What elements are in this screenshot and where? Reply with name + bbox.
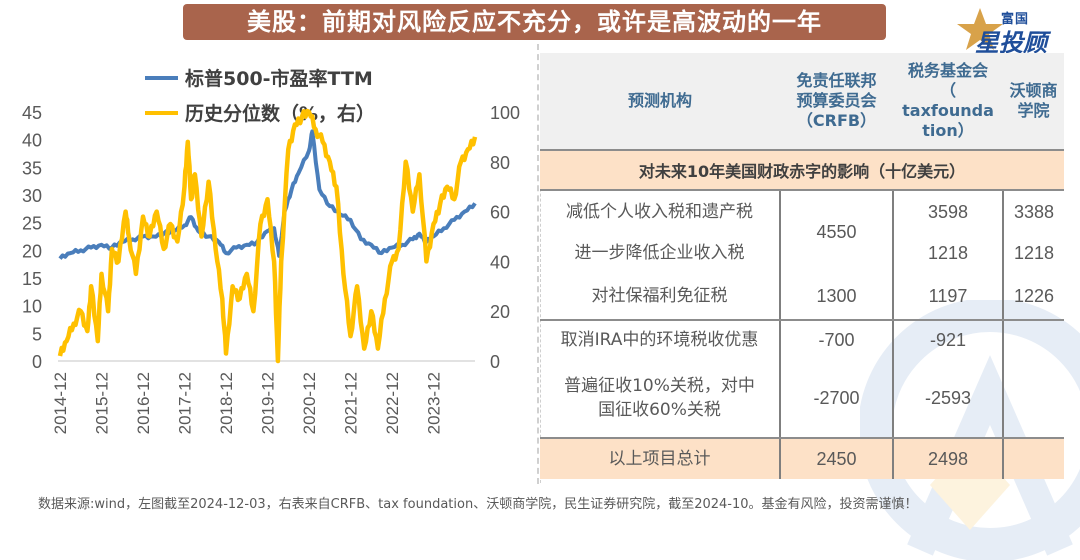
cell-wharton: 1226 [1002, 273, 1064, 321]
panel-divider [537, 44, 539, 484]
x-axis: 2014-12 2015-12 2016-12 2017-12 2018-12 2019-… [51, 372, 444, 434]
row-item: 进一步降低企业收入税 [574, 243, 745, 263]
right-tick-label: 80 [490, 153, 510, 173]
table-row: 普遍征收10%关税，对中 国征收60%关税 -2700 -2593 [540, 359, 1064, 439]
pe-ttm-line [58, 129, 477, 260]
x-tick-label: 2016-12 [134, 372, 153, 434]
cell-crfb: 4550 [779, 190, 893, 273]
right-tick-label: 100 [490, 103, 520, 123]
x-tick-label: 2019-12 [259, 372, 278, 434]
brand-logo: 富国 星投顾 [955, 6, 1065, 57]
x-tick-label: 2021-12 [342, 372, 361, 434]
left-tick-label: 10 [22, 297, 42, 317]
series-lines [57, 108, 478, 364]
page-title: 美股：前期对风险反应不充分，或许是高波动的一年 [183, 4, 886, 40]
left-tick-label: 30 [22, 186, 42, 206]
source-footnote: 数据来源:wind，左图截至2024-12-03，右表来自CRFB、tax fo… [38, 497, 918, 512]
table-header-row: 预测机构 免责任联邦 预算委员会 （CRFB） 税务基金会（taxfounda tio… [540, 53, 1064, 151]
cell-crfb: -700 [779, 320, 893, 359]
cell-taxfoundation: 1197 [892, 273, 1003, 321]
section-band-row: 对未来10年美国财政赤字的影响（十亿美元） [540, 150, 1064, 191]
total-crfb: 2450 [779, 438, 893, 479]
row-item: 普遍征收10%关税，对中 国征收60%关税 [540, 359, 780, 439]
total-wharton [1002, 438, 1064, 479]
right-tick-label: 20 [490, 302, 510, 322]
header-agency: 预测机构 [540, 53, 780, 151]
left-tick-label: 45 [22, 103, 42, 123]
table-row: 进一步降低企业收入税 1218 1218 [540, 233, 1064, 273]
percentile-line [57, 108, 478, 364]
deficit-forecast-table: 预测机构 免责任联邦 预算委员会 （CRFB） 税务基金会（taxfounda tio… [540, 53, 1064, 479]
table-left-border [540, 53, 541, 483]
cell-wharton [1002, 320, 1064, 359]
legend-label-percentile: 历史分位数（%，右） [185, 102, 375, 125]
left-axis: 0 5 10 15 20 25 30 35 40 45 [22, 103, 42, 372]
header-taxfoundation: 税务基金会（taxfounda tion） [893, 53, 1003, 151]
row-item: 减低个人收入税和遗产税 [566, 202, 753, 222]
right-tick-label: 0 [490, 352, 500, 372]
right-axis: 0 20 40 60 80 100 [490, 103, 520, 372]
x-tick-label: 2023-12 [425, 372, 444, 434]
legend-label-pe: 标普500-市盈率TTM [185, 67, 373, 90]
table-row: 取消IRA中的环境税收优惠 -700 -921 [540, 320, 1064, 359]
x-tick-label: 2015-12 [93, 372, 112, 434]
left-tick-label: 0 [32, 352, 42, 372]
table-row: 对社保福利免征税 1300 1197 1226 [540, 273, 1064, 321]
left-tick-label: 25 [22, 214, 42, 234]
right-tick-label: 60 [490, 203, 510, 223]
cell-taxfoundation: 3598 [892, 190, 1003, 233]
header-crfb: 免责任联邦 预算委员会 （CRFB） [780, 53, 893, 151]
left-tick-label: 5 [32, 324, 42, 344]
left-tick-label: 15 [22, 269, 42, 289]
row-item: 对社保福利免征税 [540, 273, 780, 321]
brand-main-text: 星投顾 [975, 29, 1047, 57]
left-tick-label: 35 [22, 158, 42, 178]
x-tick-label: 2022-12 [383, 372, 402, 434]
cell-taxfoundation: -921 [892, 320, 1003, 359]
brand-top-text: 富国 [1001, 12, 1030, 27]
total-taxfoundation: 2498 [892, 438, 1003, 479]
cell-wharton: 1218 [1002, 233, 1064, 273]
cell-taxfoundation: -2593 [892, 359, 1003, 439]
table-row: 减低个人收入税和遗产税 4550 3598 3388 [540, 190, 1064, 273]
star-icon [957, 8, 1003, 50]
total-label: 以上项目总计 [540, 438, 780, 479]
header-wharton: 沃顿商 学院 [1003, 53, 1064, 151]
cell-crfb: -2700 [779, 359, 893, 439]
right-tick-label: 40 [490, 252, 510, 272]
x-tick-label: 2020-12 [300, 372, 319, 434]
x-tick-label: 2018-12 [217, 372, 236, 434]
cell-crfb: 1300 [779, 273, 893, 321]
left-tick-label: 20 [22, 241, 42, 261]
section-label: 对未来10年美国财政赤字的影响（十亿美元） [540, 150, 1064, 191]
left-tick-label: 40 [22, 131, 42, 151]
row-item: 取消IRA中的环境税收优惠 [560, 330, 759, 350]
cell-wharton: 3388 [1002, 190, 1064, 233]
cell-taxfoundation: 1218 [892, 233, 1003, 273]
x-tick-label: 2017-12 [176, 372, 195, 434]
total-row: 以上项目总计 2450 2498 [540, 438, 1064, 479]
chart-legend: 标普500-市盈率TTM 历史分位数（%，右） [145, 67, 375, 125]
x-tick-label: 2014-12 [51, 372, 70, 434]
cell-wharton [1002, 359, 1064, 439]
pe-percentile-chart: 标普500-市盈率TTM 历史分位数（%，右） 0 5 10 15 20 25 30 35 40… [22, 67, 520, 434]
